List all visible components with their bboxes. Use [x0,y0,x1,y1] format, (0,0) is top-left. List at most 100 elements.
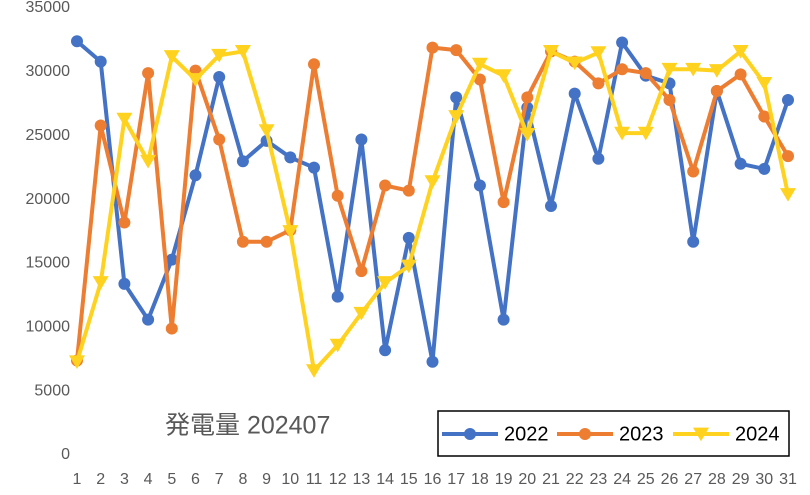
marker [94,55,107,68]
y-tick-label: 30000 [26,63,71,80]
marker [519,128,536,142]
x-tick-label: 21 [542,471,560,488]
marker [473,179,486,192]
marker [592,77,605,90]
x-tick-label: 15 [400,471,418,488]
x-tick-label: 24 [613,471,631,488]
x-tick-label: 11 [306,471,323,488]
marker [426,41,439,54]
marker [592,152,605,165]
legend: 2022 2023 2024 [437,410,790,457]
x-tick-label: 9 [262,471,271,488]
y-tick-label: 20000 [26,191,71,208]
marker [260,235,273,248]
marker [379,179,392,192]
marker [353,306,370,321]
x-tick-label: 29 [732,471,750,488]
marker [142,67,155,80]
chart-title: 発電量 202407 [165,412,330,440]
marker [92,276,109,290]
x-tick-label: 22 [566,471,584,488]
marker [685,62,702,77]
marker [661,62,678,77]
x-tick-label: 12 [329,471,347,488]
legend-label: 2024 [735,423,780,445]
marker [165,322,178,335]
x-tick-label: 19 [495,471,513,488]
x-tick-label: 31 [779,471,797,488]
y-tick-label: 25000 [26,127,71,144]
x-tick-label: 26 [661,471,679,488]
marker [590,46,607,60]
marker [165,253,178,266]
marker [616,63,629,76]
y-tick-label: 15000 [26,255,71,272]
marker [497,313,510,326]
marker [258,124,275,138]
marker [213,133,226,146]
x-tick-label: 28 [708,471,726,488]
marker [566,56,583,71]
marker [234,45,251,59]
marker [639,67,652,80]
x-tick-label: 6 [191,471,200,488]
x-tick-label: 2 [96,471,105,488]
marker [782,93,794,106]
x-tick-label: 5 [167,471,176,488]
x-tick-label: 17 [447,471,465,488]
marker [568,87,581,100]
marker [308,58,320,71]
marker [687,165,700,178]
marker [355,265,368,278]
marker [163,50,180,64]
marker [213,70,226,83]
x-tick-label: 8 [238,471,247,488]
marker [543,45,559,59]
x-tick-label: 30 [755,471,773,488]
x-tick-label: 3 [120,471,129,488]
marker [116,112,133,127]
marker [236,155,249,168]
marker [308,161,320,174]
marker [71,35,83,48]
marker [331,290,344,303]
marker [495,69,512,83]
x-tick-label: 20 [518,471,536,488]
x-tick-label: 1 [73,471,82,488]
marker [732,45,749,59]
marker [756,76,773,91]
legend-label: 2022 [504,423,549,445]
marker [69,355,85,369]
marker [402,231,415,244]
marker [734,157,747,170]
marker [355,133,368,146]
marker [94,119,107,132]
marker [471,57,488,72]
x-tick-label: 14 [376,471,394,488]
x-tick-label: 18 [471,471,489,488]
marker [710,85,723,98]
marker [521,91,534,104]
legend-label: 2023 [619,423,664,445]
marker [379,344,392,357]
x-tick-label: 13 [353,471,371,488]
marker [464,428,476,440]
marker [473,73,486,86]
marker [450,91,463,104]
marker [614,126,631,141]
marker [329,338,346,353]
marker [758,162,771,175]
marker [424,175,441,189]
marker [282,225,299,239]
marker [448,110,465,124]
marker [140,154,157,169]
marker [616,36,629,49]
y-tick-label: 10000 [26,319,71,336]
marker [236,235,249,248]
x-tick-label: 23 [590,471,608,488]
marker [450,44,463,57]
y-tick-label: 0 [61,446,70,463]
marker [693,427,709,442]
marker [758,110,771,123]
